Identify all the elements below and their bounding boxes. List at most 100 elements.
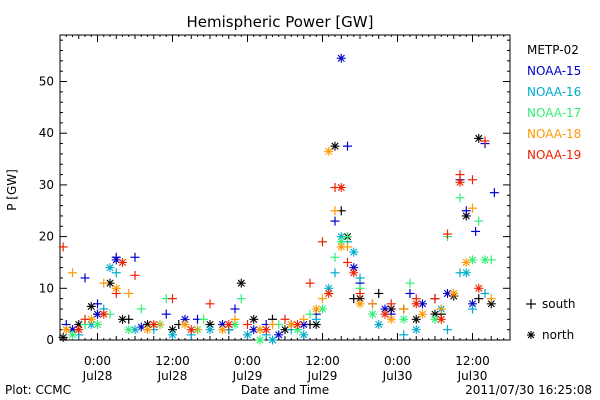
point-south-noaa-16 — [480, 288, 490, 298]
point-south-noaa-17 — [405, 278, 415, 288]
point-south-noaa-19 — [80, 314, 90, 324]
point-north-noaa-16 — [461, 268, 471, 278]
point-south-noaa-18 — [486, 294, 496, 304]
point-north-noaa-18 — [180, 319, 190, 329]
point-north-noaa-19 — [118, 257, 127, 267]
y-tick-label: 50 — [39, 75, 54, 89]
point-north-metp-02 — [58, 332, 68, 342]
point-south-metp-02 — [474, 294, 484, 304]
point-north-noaa-17 — [124, 325, 134, 335]
legend-item-noaa-18: NOAA-18 — [527, 127, 581, 141]
point-south-noaa-19 — [343, 257, 352, 267]
point-south-noaa-19 — [430, 294, 440, 304]
y-tick-label: 20 — [39, 230, 54, 244]
point-south-noaa-18 — [318, 294, 327, 304]
point-south-noaa-19 — [443, 229, 452, 239]
point-south-noaa-15 — [489, 188, 499, 198]
point-north-noaa-19 — [149, 319, 159, 329]
point-north-noaa-19 — [349, 268, 359, 278]
point-north-noaa-15 — [274, 330, 284, 340]
point-north-noaa-18 — [449, 288, 459, 298]
point-south-noaa-16 — [330, 268, 340, 278]
point-north-noaa-19 — [411, 299, 421, 309]
point-south-noaa-18 — [299, 314, 309, 324]
point-south-noaa-19 — [468, 175, 477, 185]
x-tick-label: 0:00 — [384, 354, 411, 368]
point-north-metp-02 — [474, 133, 484, 143]
point-north-noaa-19 — [293, 319, 302, 329]
y-axis: 0 10 20 30 40 50 — [39, 39, 510, 347]
point-north-noaa-16 — [411, 325, 421, 335]
x-tick-date: Jul30 — [382, 369, 413, 383]
legend-symbol-star — [527, 331, 535, 339]
point-north-metp-02 — [411, 314, 421, 324]
point-north-noaa-18 — [336, 242, 346, 252]
point-south-noaa-17 — [455, 193, 465, 203]
legend-item-noaa-19: NOAA-19 — [527, 148, 581, 162]
x-tick-date: Jul29 — [307, 369, 338, 383]
point-south-noaa-18 — [268, 319, 277, 329]
point-south-noaa-15 — [230, 304, 240, 314]
point-north-noaa-18 — [61, 325, 71, 335]
point-south-noaa-19 — [318, 237, 327, 247]
point-south-noaa-15 — [130, 252, 140, 262]
point-north-noaa-16 — [168, 330, 177, 340]
point-south-noaa-15 — [471, 226, 481, 236]
point-south-noaa-17 — [199, 314, 209, 324]
point-north-noaa-19 — [324, 288, 334, 298]
point-south-noaa-18 — [230, 314, 240, 324]
point-north-metp-02 — [311, 319, 321, 329]
point-south-noaa-16 — [399, 330, 409, 340]
point-south-noaa-19 — [455, 170, 465, 180]
point-north-noaa-19 — [474, 283, 484, 293]
point-south-noaa-18 — [399, 304, 409, 314]
point-north-metp-02 — [118, 314, 127, 324]
y-tick-label: 10 — [39, 281, 54, 295]
point-south-noaa-16 — [468, 304, 477, 314]
point-south-noaa-18 — [468, 203, 477, 213]
point-north-noaa-19 — [224, 319, 234, 329]
legend-item-noaa-17: NOAA-17 — [527, 106, 581, 120]
point-north-noaa-18 — [355, 299, 365, 309]
x-tick-date: Jul28 — [157, 369, 188, 383]
y-tick-label: 30 — [39, 178, 54, 192]
point-north-noaa-15 — [336, 53, 346, 63]
point-south-noaa-19 — [305, 278, 315, 288]
x-tick-label: 12:00 — [455, 354, 490, 368]
point-south-noaa-19 — [58, 242, 68, 252]
data-points — [58, 53, 499, 345]
point-south-noaa-15 — [343, 141, 352, 151]
point-north-noaa-16 — [299, 330, 309, 340]
point-south-metp-02 — [374, 288, 384, 298]
point-north-noaa-19 — [261, 325, 271, 335]
point-south-noaa-18 — [368, 299, 377, 309]
legend-label-north: north — [542, 328, 574, 342]
plot-credit: Plot: CCMC — [5, 383, 71, 397]
point-south-noaa-16 — [443, 325, 452, 335]
point-south-noaa-19 — [386, 299, 396, 309]
point-north-metp-02 — [330, 141, 340, 151]
x-tick-date: Jul28 — [82, 369, 113, 383]
point-north-noaa-18 — [461, 257, 471, 267]
point-south-noaa-17 — [305, 309, 315, 319]
point-north-noaa-19 — [186, 325, 196, 335]
point-south-noaa-18 — [99, 278, 109, 288]
point-north-noaa-17 — [399, 314, 409, 324]
y-tick-label: 0 — [46, 333, 54, 347]
point-north-noaa-16 — [105, 263, 115, 273]
point-north-noaa-18 — [143, 325, 152, 335]
point-south-noaa-19 — [280, 314, 290, 324]
x-tick-label: 12:00 — [305, 354, 340, 368]
point-north-noaa-19 — [336, 183, 346, 192]
point-north-noaa-18 — [324, 146, 334, 156]
point-south-noaa-19 — [111, 288, 121, 298]
point-south-noaa-15 — [93, 299, 102, 309]
point-south-noaa-15 — [161, 309, 171, 319]
point-south-noaa-19 — [243, 319, 252, 329]
point-north-noaa-16 — [349, 247, 359, 257]
point-north-noaa-18 — [386, 314, 396, 324]
point-south-noaa-19 — [168, 294, 177, 304]
point-north-noaa-16 — [268, 335, 277, 345]
point-south-noaa-18 — [124, 288, 134, 298]
